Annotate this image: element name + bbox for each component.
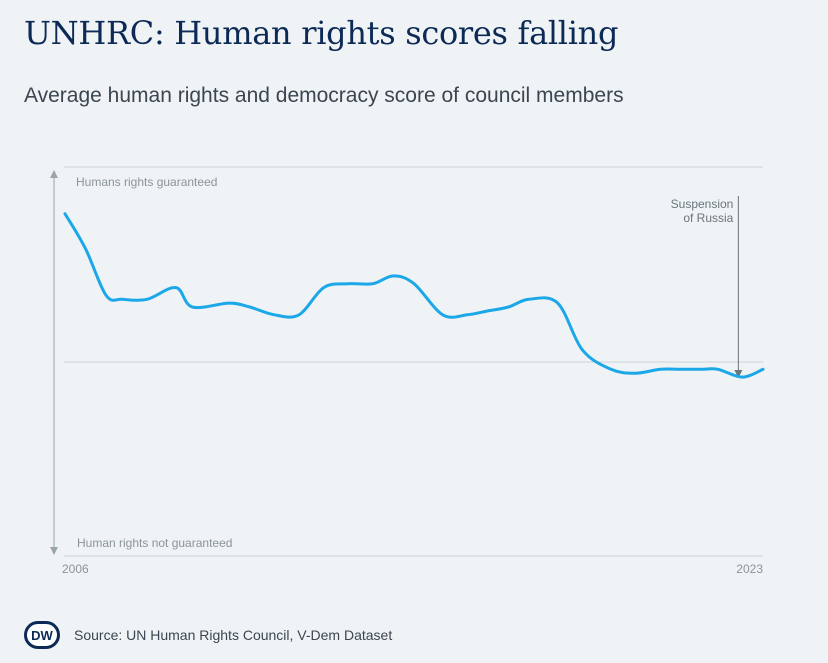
y-bottom-label: Human rights not guaranteed	[77, 536, 232, 550]
chart-title: UNHRC: Human rights scores falling	[24, 14, 619, 52]
series-line	[63, 212, 765, 379]
dw-logo: DW	[24, 621, 60, 649]
source-text: Source: UN Human Rights Council, V-Dem D…	[74, 627, 393, 643]
annotation-label-line2: of Russia	[683, 211, 733, 225]
y-axis-up-arrow-icon	[50, 170, 58, 178]
x-tick-label-end: 2023	[736, 562, 763, 576]
footer: DW Source: UN Human Rights Council, V-De…	[24, 620, 392, 650]
y-axis-down-arrow-icon	[50, 547, 58, 555]
chart-subtitle: Average human rights and democracy score…	[24, 84, 624, 107]
x-tick-label-start: 2006	[62, 562, 89, 576]
logo-text: DW	[31, 628, 53, 643]
y-top-label: Humans rights guaranteed	[76, 175, 217, 189]
annotation-label-line1: Suspension	[671, 197, 734, 211]
annotation-arrow-icon	[734, 370, 743, 378]
line-chart: Humans rights guaranteed Human rights no…	[50, 166, 765, 576]
